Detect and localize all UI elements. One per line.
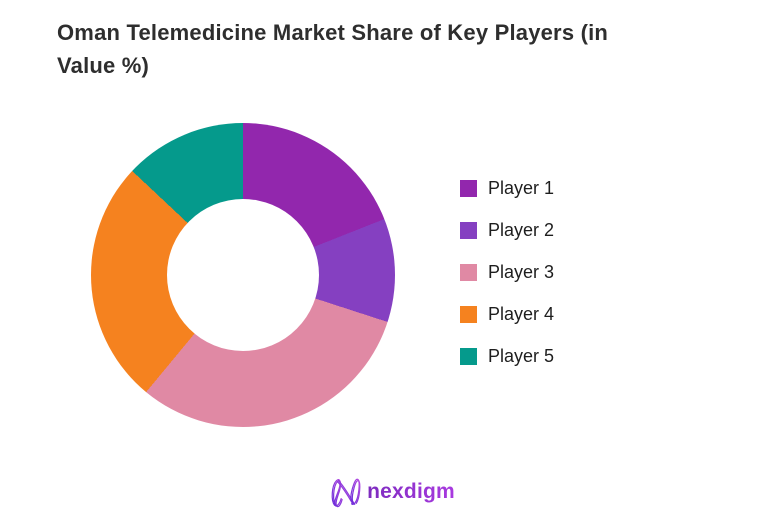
donut-hole: [167, 199, 319, 351]
legend-item-player-3: Player 3: [460, 262, 555, 282]
legend-item-player-2: Player 2: [460, 220, 555, 240]
legend-swatch-player-3: [460, 264, 477, 281]
legend-swatch-player-2: [460, 222, 477, 239]
legend-swatch-player-1: [460, 180, 477, 197]
chart-title: Oman Telemedicine Market Share of Key Pl…: [57, 20, 609, 78]
donut-ring: [91, 123, 395, 427]
nexdigm-logo: nexdigm: [0, 474, 782, 510]
donut-chart: [91, 123, 395, 427]
nexdigm-logo-icon: [331, 478, 361, 508]
legend-label-player-2: Player 2: [488, 220, 555, 240]
legend-label-player-5: Player 5: [488, 346, 555, 366]
legend-label-player-3: Player 3: [488, 262, 555, 282]
chart-legend: Player 1 Player 2 Player 3 Player 4 Play…: [460, 178, 555, 366]
legend-item-player-4: Player 4: [460, 304, 555, 324]
legend-swatch-player-5: [460, 348, 477, 365]
legend-item-player-5: Player 5: [460, 346, 555, 366]
nexdigm-brand-text: nexdigm: [367, 480, 455, 503]
legend-item-player-1: Player 1: [460, 178, 555, 198]
legend-swatch-player-4: [460, 306, 477, 323]
legend-label-player-4: Player 4: [488, 304, 555, 324]
legend-label-player-1: Player 1: [488, 178, 555, 198]
